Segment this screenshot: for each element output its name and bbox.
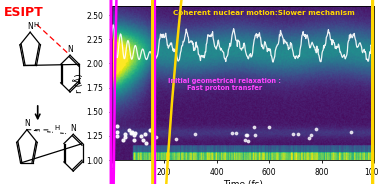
Point [266,126,272,129]
Text: N: N [27,22,33,31]
Point [192,133,198,136]
Point [132,132,138,135]
Point [129,130,135,133]
Point [122,133,128,136]
Y-axis label: r (Å): r (Å) [74,73,84,93]
Text: N: N [24,119,30,128]
Point [122,135,129,138]
Point [153,136,160,139]
Point [143,141,149,144]
Point [308,134,314,137]
Text: H: H [54,125,60,131]
Point [150,126,156,129]
Point [138,134,144,137]
Text: Initial geometrical relaxation :
Fast proton transfer: Initial geometrical relaxation : Fast pr… [168,78,281,91]
Text: Coherent nuclear motion:Slower mechanism: Coherent nuclear motion:Slower mechanism [173,10,355,16]
Text: H: H [34,22,39,28]
Point [126,128,132,131]
Point [114,125,120,128]
Point [252,133,258,136]
Point [147,128,153,131]
Point [349,131,355,134]
Point [119,139,125,142]
Point [251,125,257,128]
Point [142,132,148,135]
Point [114,130,120,133]
Point [244,134,250,137]
Point [233,132,239,135]
Point [229,132,235,135]
Point [129,131,135,134]
Point [114,134,120,137]
Point [139,138,146,141]
Point [313,128,319,131]
X-axis label: Time (fs): Time (fs) [223,180,263,184]
Point [242,138,248,141]
Point [245,140,251,143]
Point [243,134,249,137]
Text: N: N [70,124,76,133]
Point [131,134,137,137]
Point [306,137,312,139]
Point [173,137,179,140]
Point [295,132,301,135]
Point [290,133,296,136]
Text: ESIPT: ESIPT [4,6,44,19]
Point [131,138,137,141]
Text: N: N [67,45,73,54]
